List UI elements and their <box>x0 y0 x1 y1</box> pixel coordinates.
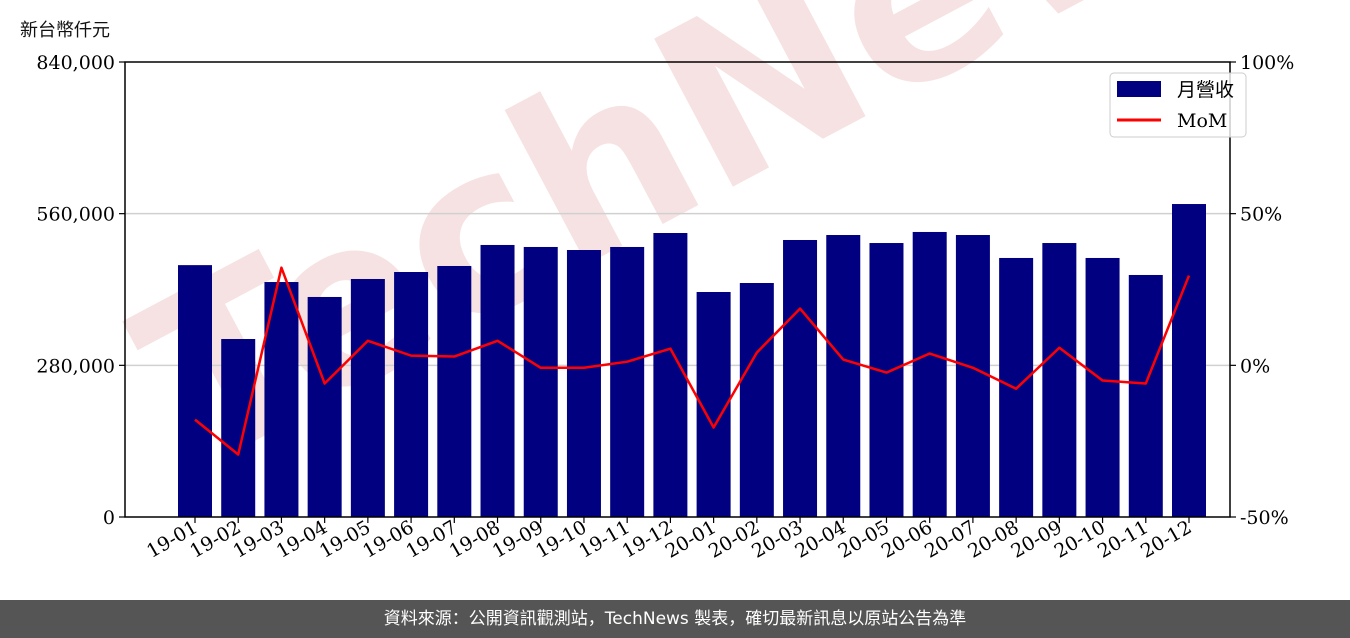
y-tick-label: 280,000 <box>36 355 115 377</box>
y2-tick-label: 100% <box>1240 52 1294 74</box>
bar-19-09 <box>523 246 558 517</box>
mom-line <box>194 266 1191 456</box>
bar-19-01 <box>178 265 212 517</box>
y-axis-unit-label: 新台幣仟元 <box>20 20 110 41</box>
bar-19-05 <box>350 278 385 517</box>
bar-19-06 <box>394 272 429 517</box>
y-tick-label: 0 <box>103 507 115 529</box>
revenue-chart: TechNews0280,000560,000840,000-50%0%50%1… <box>36 0 1350 563</box>
bar-20-05 <box>869 243 904 517</box>
legend-label-mom: MoM <box>1177 110 1227 132</box>
bar-20-06 <box>912 231 947 517</box>
plot-frame <box>124 61 1231 518</box>
bar-20-12 <box>1172 204 1206 517</box>
bar-19-02 <box>221 339 256 517</box>
y2-tick-label: -50% <box>1240 507 1289 529</box>
legend-bar-swatch <box>1117 81 1161 97</box>
bar-20-04 <box>826 235 861 517</box>
bar-19-12 <box>653 233 688 518</box>
bar-20-09 <box>1042 243 1077 517</box>
bar-19-07 <box>437 265 472 517</box>
bar-19-08 <box>480 244 515 517</box>
bar-20-07 <box>955 235 990 517</box>
y-tick-label: 840,000 <box>36 52 115 74</box>
bar-19-10 <box>566 250 601 517</box>
x-tick-label: 20-12 <box>1137 516 1195 562</box>
bar-20-02 <box>739 283 774 517</box>
bar-20-10 <box>1085 257 1120 517</box>
bar-19-11 <box>610 246 645 517</box>
legend-label-revenue: 月營收 <box>1177 79 1234 101</box>
legend: 月營收 MoM <box>1109 72 1247 138</box>
bar-20-11 <box>1128 274 1163 517</box>
footer-source: 資料來源：公開資訊觀測站，TechNews 製表，確切最新訊息以原站公告為準 <box>0 600 1350 638</box>
y2-tick-label: 0% <box>1240 355 1270 377</box>
y2-tick-label: 50% <box>1240 204 1282 226</box>
y-tick-label: 560,000 <box>36 204 115 226</box>
bar-20-03 <box>783 239 818 517</box>
bar-19-04 <box>307 296 342 517</box>
